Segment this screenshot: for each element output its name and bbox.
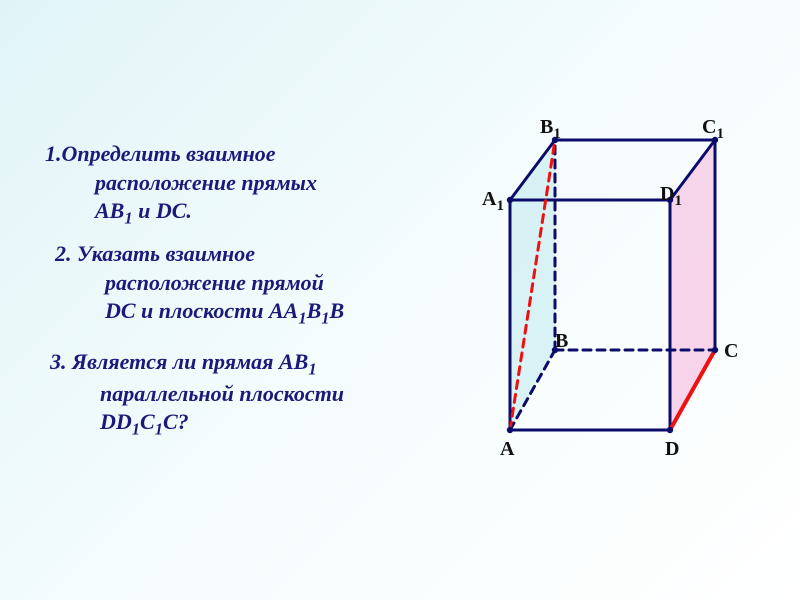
label-C1: C1 xyxy=(702,116,724,143)
label-A1: A1 xyxy=(482,188,504,215)
question-3: 3. Является ли прямая АВ1 параллельной п… xyxy=(50,348,470,440)
vertex-A xyxy=(507,427,513,433)
vertex-A1 xyxy=(507,197,513,203)
cube-diagram: A B C D A1 B1 C1 D1 xyxy=(440,110,780,470)
q2-l3-mid: В xyxy=(307,298,322,323)
q3-l3-pre: DD xyxy=(100,409,132,434)
q1-line1: Определить взаимное xyxy=(62,141,276,166)
q2-line3: DC и плоскости АА1В1В xyxy=(55,297,455,329)
q1-line2: расположение прямых xyxy=(45,169,425,198)
q3-l3-sub1: 1 xyxy=(132,420,140,439)
question-1: 1.Определить взаимное расположение прямы… xyxy=(45,140,425,229)
q3-number: 3. xyxy=(50,349,67,374)
q2-line1: Указать взаимное xyxy=(72,241,256,266)
label-D1: D1 xyxy=(660,183,682,210)
q2-l3-post: В xyxy=(330,298,345,323)
label-A: A xyxy=(500,438,514,461)
q3-l1-pre: Является ли прямая АВ xyxy=(67,349,309,374)
q2-number: 2. xyxy=(55,241,72,266)
q1-number: 1. xyxy=(45,141,62,166)
q2-l3-sub1: 1 xyxy=(298,309,306,328)
cube-svg xyxy=(440,110,780,470)
q1-line3: АВ1 и DC. xyxy=(45,197,425,229)
q3-l3-post: С? xyxy=(163,409,189,434)
q3-l1: Является ли прямая АВ1 xyxy=(67,349,317,374)
q3-l1-sub: 1 xyxy=(308,359,316,378)
q3-l3-sub2: 1 xyxy=(155,420,163,439)
q1-l3-post: DC. xyxy=(156,198,192,223)
q1-l3-sub: 1 xyxy=(124,209,132,228)
question-2: 2. Указать взаимное расположение прямой … xyxy=(55,240,455,329)
label-D: D xyxy=(665,438,679,461)
q2-line2: расположение прямой xyxy=(55,269,455,298)
q1-l3-mid: и xyxy=(133,198,156,223)
q1-l3-pre: АВ xyxy=(95,198,124,223)
label-B: B xyxy=(555,330,568,353)
label-C: C xyxy=(724,340,738,363)
q3-line2: параллельной плоскости xyxy=(50,380,470,409)
vertex-C xyxy=(712,347,718,353)
q2-l3-sub2: 1 xyxy=(321,309,329,328)
vertex-D xyxy=(667,427,673,433)
q3-l3-mid: С xyxy=(140,409,155,434)
q2-l3-pre: DC и плоскости АА xyxy=(105,298,298,323)
q3-line3: DD1С1С? xyxy=(50,408,470,440)
label-B1: B1 xyxy=(540,116,561,143)
